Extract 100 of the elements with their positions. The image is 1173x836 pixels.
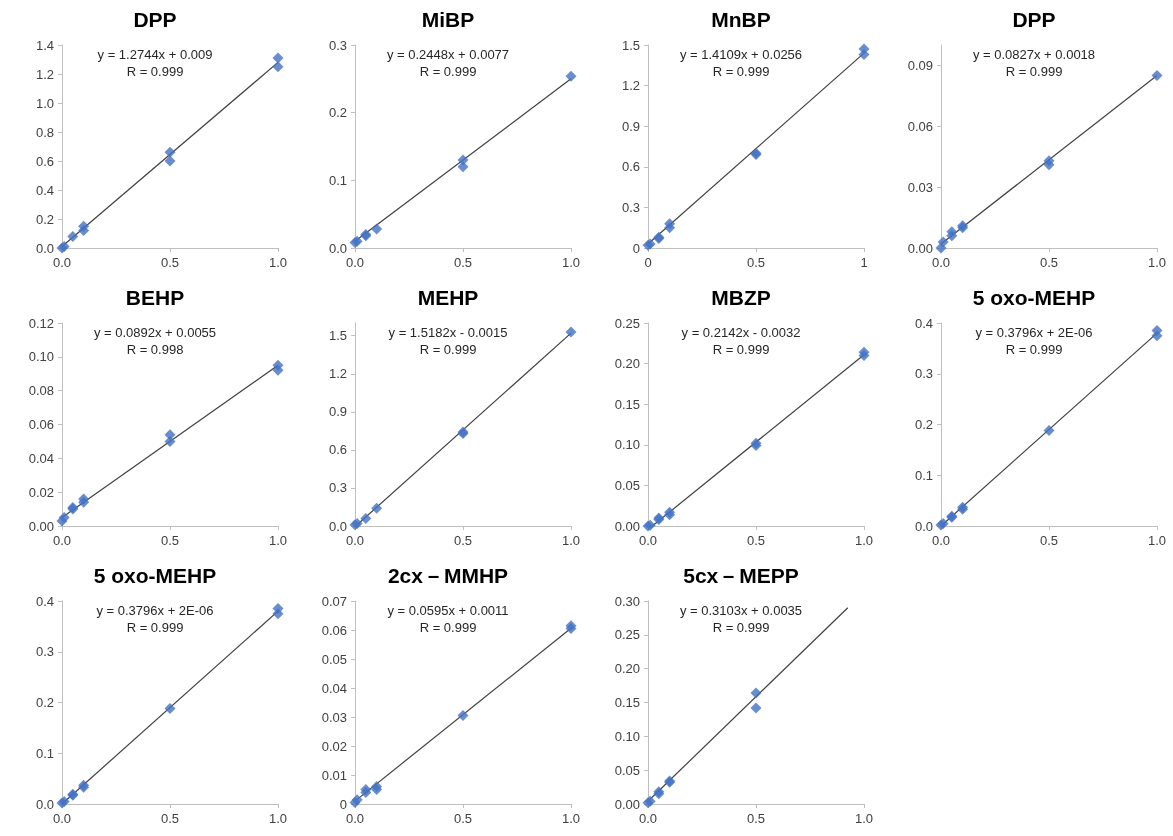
annotation: R = 0.999	[126, 620, 184, 635]
annotation: R = 0.999	[1005, 64, 1063, 79]
y-tick-label: 0.02	[321, 738, 347, 754]
y-tick-label: 0.06	[321, 622, 347, 638]
x-tick-label: 1.0	[268, 533, 288, 548]
y-tick-label: 0.01	[321, 767, 347, 783]
y-tick-label: 0.02	[28, 484, 54, 500]
chart-title: 5 oxo-MEHP	[972, 286, 1096, 309]
chart-title: BEHP	[125, 286, 185, 309]
y-tick-label: 0.20	[614, 661, 640, 677]
y-tick-label: 1.2	[328, 366, 347, 382]
x-tick-label: 0.5	[160, 811, 180, 826]
y-tick-label: 0.0	[328, 518, 347, 534]
y-tick-label: 0.00	[28, 518, 54, 534]
y-tick-label: 0.3	[914, 366, 933, 382]
chart-title: 5cx－MEPP	[683, 564, 799, 587]
x-tick-label: 1.0	[561, 533, 581, 548]
y-tick-label: 0.15	[614, 695, 640, 710]
y-tick-label: 0.04	[28, 450, 54, 466]
x-tick-label: 0.0	[345, 255, 365, 270]
chart-title: MBZP	[711, 286, 771, 309]
y-tick-label: 0.10	[614, 728, 640, 744]
y-tick-label: 0.03	[907, 179, 933, 195]
y-tick-label: 0.10	[614, 437, 640, 453]
x-tick-label: 0.5	[453, 533, 473, 548]
annotation: y = 0.3103x + 0.0035	[679, 603, 803, 618]
y-tick-label: 0.3	[621, 199, 640, 215]
x-tick-label: 1.0	[561, 811, 581, 826]
x-tick-label: 0.0	[638, 811, 658, 826]
annotation: y = 1.4109x + 0.0256	[679, 47, 803, 62]
y-tick-label: 0.20	[614, 356, 640, 372]
y-tick-label: 1.2	[35, 66, 54, 82]
annotation: y = 1.2744x + 0.009	[97, 47, 213, 62]
annotation: R = 0.999	[419, 64, 477, 79]
x-tick-label: 1.0	[268, 811, 288, 826]
chart-title: MEHP	[417, 286, 479, 309]
x-tick-label: 0.5	[746, 533, 766, 548]
x-tick-label: 1.0	[854, 811, 874, 826]
x-tick-label: 0.0	[52, 533, 72, 548]
y-tick-label: 1.5	[621, 37, 640, 53]
x-tick-label: 0.0	[931, 255, 951, 270]
annotation: R = 0.999	[419, 620, 477, 635]
x-tick-label: 0.0	[345, 811, 365, 826]
y-tick-label: 0.25	[614, 315, 640, 331]
y-tick-label: 0.00	[907, 240, 933, 256]
annotation: y = 0.0827x + 0.0018	[972, 47, 1096, 62]
x-tick-label: 0.5	[746, 811, 766, 826]
x-tick-label: 0.5	[453, 255, 473, 270]
y-tick-label: 0.6	[328, 442, 347, 458]
annotation: R = 0.999	[126, 64, 184, 79]
y-tick-label: 0.6	[621, 159, 640, 175]
chart-title: 5 oxo-MEHP	[93, 564, 217, 587]
y-tick-label: 0.2	[35, 211, 54, 227]
chart-title: MiBP	[421, 8, 475, 31]
y-tick-label: 0.12	[28, 315, 54, 331]
x-tick-label: 0.5	[746, 255, 766, 270]
y-tick-label: 0.06	[907, 118, 933, 134]
x-tick-label: 0.0	[52, 811, 72, 826]
y-tick-label: 0.10	[28, 349, 54, 365]
chart-title: 2cx－MMHP	[387, 564, 509, 587]
y-tick-label: 0.05	[321, 651, 347, 667]
y-tick-label: 0.0	[35, 240, 54, 256]
y-tick-label: 0.00	[614, 518, 640, 534]
y-tick-label: 0	[339, 796, 347, 812]
y-tick-label: 0.0	[35, 796, 54, 812]
y-tick-label: 1.2	[621, 78, 640, 94]
x-tick-label: 0	[644, 255, 652, 270]
y-tick-label: 0.9	[621, 118, 640, 134]
y-tick-label: 0.05	[614, 762, 640, 778]
y-tick-label: 0.0	[914, 518, 933, 534]
chart-title: DPP	[133, 8, 177, 31]
x-tick-label: 0.5	[160, 533, 180, 548]
y-tick-label: 0.8	[35, 124, 54, 140]
y-tick-label: 0.04	[321, 680, 347, 696]
x-tick-label: 1	[860, 255, 868, 270]
annotation: R = 0.998	[126, 342, 184, 357]
x-tick-label: 0.0	[52, 255, 72, 270]
y-tick-label: 1.5	[328, 328, 347, 344]
y-tick-label: 0.06	[28, 417, 54, 432]
x-tick-label: 0.0	[931, 533, 951, 548]
y-tick-label: 0.30	[614, 593, 640, 609]
x-tick-label: 1.0	[561, 255, 581, 270]
y-tick-label: 0	[632, 240, 640, 256]
y-tick-label: 0.15	[614, 396, 640, 412]
annotation: y = 0.3796x + 2E-06	[975, 325, 1093, 340]
y-tick-label: 0.4	[35, 593, 54, 609]
y-tick-label: 0.4	[35, 182, 54, 198]
y-tick-label: 0.2	[914, 417, 933, 432]
y-tick-label: 0.6	[35, 153, 54, 169]
y-tick-label: 0.03	[321, 709, 347, 725]
annotation: R = 0.999	[419, 342, 477, 357]
chart-title: MnBP	[711, 8, 771, 31]
y-tick-label: 0.1	[35, 745, 54, 761]
y-tick-label: 1.0	[35, 95, 54, 111]
annotation: R = 0.999	[1005, 342, 1063, 357]
y-tick-label: 0.09	[907, 57, 933, 73]
y-tick-label: 0.1	[328, 172, 347, 188]
y-tick-label: 0.9	[328, 404, 347, 420]
annotation: y = 0.3796x + 2E-06	[96, 603, 214, 618]
y-tick-label: 0.0	[328, 240, 347, 256]
